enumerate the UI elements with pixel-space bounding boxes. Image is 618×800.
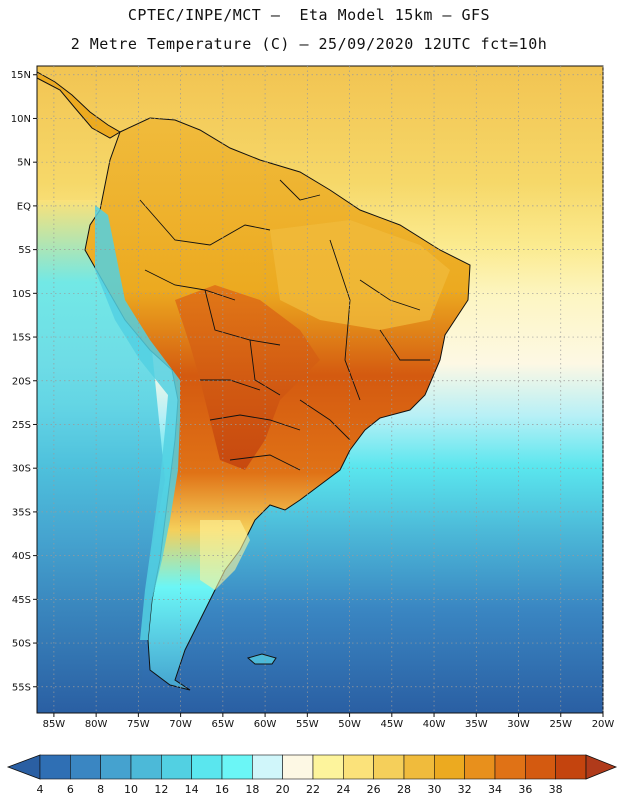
colorbar-label: 34 bbox=[488, 783, 502, 796]
colorbar-swatch bbox=[312, 754, 344, 780]
hot-core-region bbox=[175, 285, 320, 470]
lat-tick-label: 5S bbox=[18, 245, 31, 256]
lat-tick-label: 55S bbox=[12, 682, 31, 693]
colorbar-label: 22 bbox=[306, 783, 320, 796]
lat-tick-label: 10S bbox=[12, 289, 31, 300]
lon-tick-label: 30W bbox=[507, 719, 530, 730]
colorbar-label: 24 bbox=[336, 783, 350, 796]
map-title-variable: 2 Metre Temperature (C) – 25/09/2020 12U… bbox=[70, 35, 548, 53]
colorbar-label: 38 bbox=[549, 783, 563, 796]
colorbar-labels: 4 6 8 10 12 14 16 18 20 22 24 26 28 30 32 34 36 38 bbox=[37, 783, 563, 796]
colorbar-label: 10 bbox=[124, 783, 138, 796]
colorbar-label: 18 bbox=[245, 783, 259, 796]
lat-tick-label: 50S bbox=[12, 639, 31, 650]
colorbar-swatch bbox=[373, 754, 405, 780]
lon-tick-label: 65W bbox=[212, 719, 235, 730]
colorbar-label: 20 bbox=[276, 783, 290, 796]
lon-tick-label: 85W bbox=[43, 719, 66, 730]
colorbar-swatch bbox=[39, 754, 71, 780]
colorbar-swatch bbox=[282, 754, 314, 780]
lat-tick-label: 40S bbox=[12, 551, 31, 562]
andes-cold-strip bbox=[95, 205, 180, 640]
latitude-labels: 15N 10N 5N EQ 5S 10S 15S 20S 25S 30S 35S 40S 45S 50S 5… bbox=[11, 70, 31, 693]
colorbar-swatch bbox=[494, 754, 526, 780]
colorbar-swatch bbox=[403, 754, 435, 780]
colorbar-label: 32 bbox=[458, 783, 472, 796]
colorbar-high-arrow bbox=[585, 754, 618, 780]
colorbar-swatch bbox=[161, 754, 192, 780]
colorbar-swatch bbox=[464, 754, 496, 780]
colorbar-swatch bbox=[525, 754, 556, 780]
colorbar-label: 30 bbox=[427, 783, 441, 796]
lon-tick-label: 55W bbox=[296, 719, 319, 730]
lat-tick-label: 30S bbox=[12, 464, 31, 475]
lat-tick-label: 15S bbox=[12, 333, 31, 344]
lon-tick-label: 75W bbox=[127, 719, 150, 730]
lat-tick-label: 15N bbox=[11, 70, 31, 81]
colorbar-swatch bbox=[100, 754, 132, 780]
lat-tick-label: 20S bbox=[12, 376, 31, 387]
colorbar-label: 28 bbox=[397, 783, 411, 796]
colorbar-swatch bbox=[434, 754, 465, 780]
colorbar-swatch bbox=[221, 754, 253, 780]
warm-northeast-region bbox=[270, 220, 450, 330]
country-borders bbox=[139, 179, 430, 471]
lon-tick-label: 25W bbox=[549, 719, 572, 730]
colorbar-swatch bbox=[343, 754, 374, 780]
colorbar-label: 26 bbox=[367, 783, 381, 796]
colorbar-low-arrow bbox=[6, 754, 41, 780]
lon-tick-label: 35W bbox=[465, 719, 488, 730]
lon-tick-label: 70W bbox=[169, 719, 192, 730]
lon-tick-label: 45W bbox=[380, 719, 403, 730]
colorbar-swatch bbox=[70, 754, 101, 780]
colorbar-swatch bbox=[191, 754, 223, 780]
colorbar-label: 4 bbox=[37, 783, 44, 796]
falkland-islands bbox=[246, 653, 277, 665]
lat-tick-label: 45S bbox=[12, 595, 31, 606]
longitude-labels: 85W 80W 75W 70W 65W 60W 55W 50W 45W 40W 35W 30W 25W 2… bbox=[43, 719, 615, 730]
central-america-land bbox=[36, 71, 121, 139]
graticule-grid bbox=[33, 66, 604, 717]
colorbar-label: 12 bbox=[154, 783, 168, 796]
colorbar-label: 8 bbox=[97, 783, 104, 796]
lon-tick-label: 50W bbox=[338, 719, 361, 730]
lon-tick-label: 60W bbox=[254, 719, 277, 730]
lat-tick-label: 25S bbox=[12, 420, 31, 431]
colorbar-swatch bbox=[252, 754, 283, 780]
colorbar-label: 6 bbox=[67, 783, 74, 796]
lat-tick-label: 35S bbox=[12, 507, 31, 518]
colorbar-swatch bbox=[555, 754, 587, 780]
patagonia-band bbox=[200, 520, 250, 590]
colorbar-label: 36 bbox=[518, 783, 532, 796]
lat-tick-label: EQ bbox=[17, 201, 31, 212]
map-title-source: CPTEC/INPE/MCT – Eta Model 15km – GFS bbox=[127, 6, 491, 24]
lon-tick-label: 80W bbox=[85, 719, 108, 730]
lat-tick-label: 10N bbox=[11, 114, 31, 125]
colorbar-label: 16 bbox=[215, 783, 229, 796]
temperature-colorbar bbox=[6, 754, 618, 780]
colorbar-swatch bbox=[130, 754, 162, 780]
lat-tick-label: 5N bbox=[17, 158, 31, 169]
lon-tick-label: 20W bbox=[592, 719, 615, 730]
colorbar-label: 14 bbox=[185, 783, 199, 796]
map-frame bbox=[36, 65, 604, 714]
lon-tick-label: 40W bbox=[423, 719, 446, 730]
